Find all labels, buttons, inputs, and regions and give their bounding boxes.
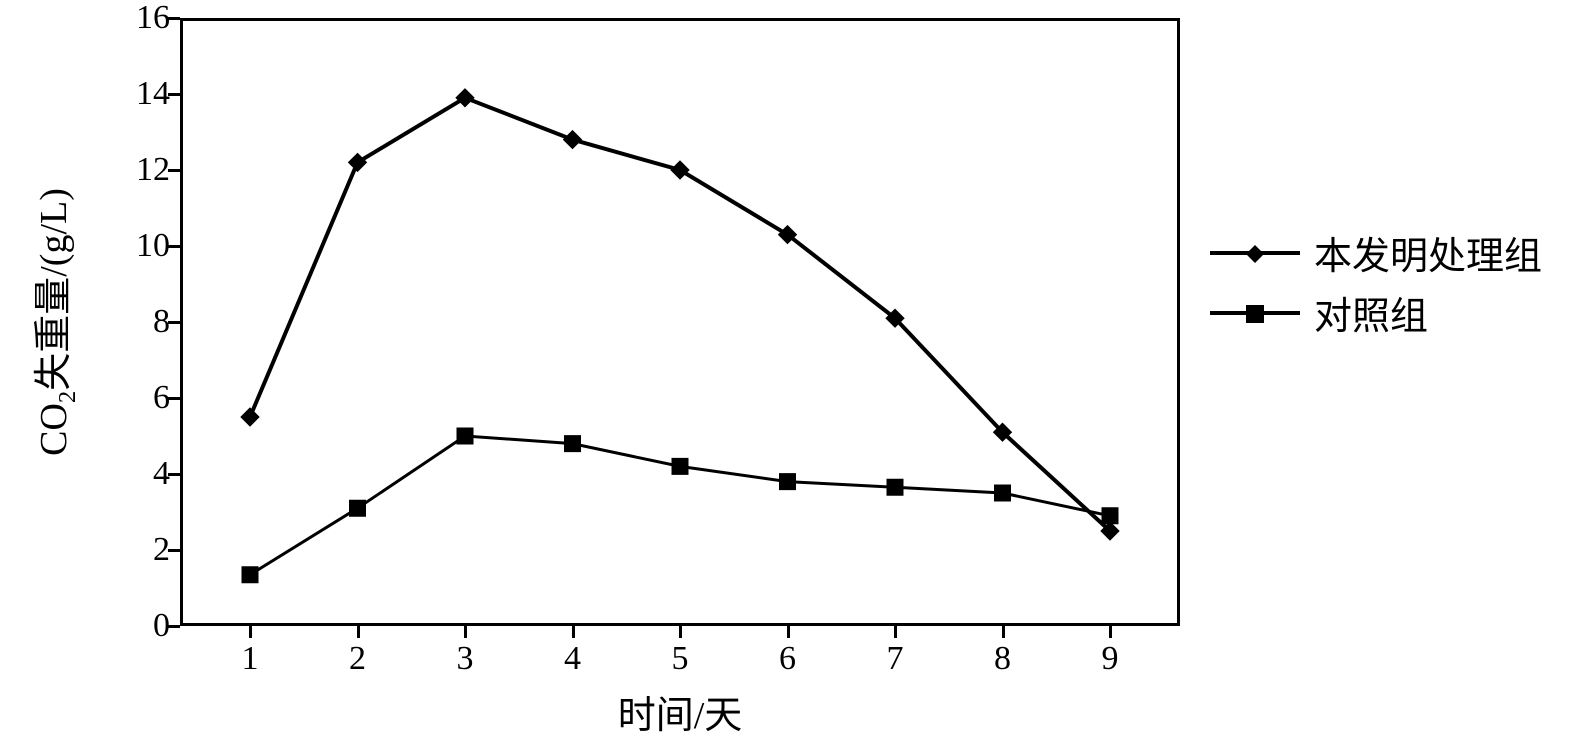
chart-container: CO2失重量/(g/L) 时间/天 0246810121416 12345678…: [0, 0, 1575, 730]
series-marker-0: [564, 131, 582, 149]
series-line-1: [250, 436, 1110, 575]
series-marker-0: [349, 153, 367, 171]
legend-label: 本发明处理组: [1314, 225, 1542, 280]
series-marker-1: [350, 500, 366, 516]
legend-item: 本发明处理组: [1210, 225, 1542, 280]
series-marker-1: [1102, 508, 1118, 524]
series-marker-0: [241, 408, 259, 426]
chart-svg: [0, 0, 1575, 730]
series-marker-1: [672, 458, 688, 474]
series-marker-1: [995, 485, 1011, 501]
series-marker-1: [887, 479, 903, 495]
legend-line-icon: [1210, 251, 1300, 255]
square-icon: [1246, 305, 1264, 323]
series-marker-1: [565, 436, 581, 452]
series-marker-1: [457, 428, 473, 444]
series-marker-0: [456, 89, 474, 107]
diamond-icon: [1246, 245, 1264, 263]
legend-item: 对照组: [1210, 285, 1428, 340]
series-marker-1: [242, 567, 258, 583]
series-marker-0: [671, 161, 689, 179]
legend-line-icon: [1210, 311, 1300, 315]
series-marker-1: [780, 474, 796, 490]
legend-label: 对照组: [1314, 285, 1428, 340]
